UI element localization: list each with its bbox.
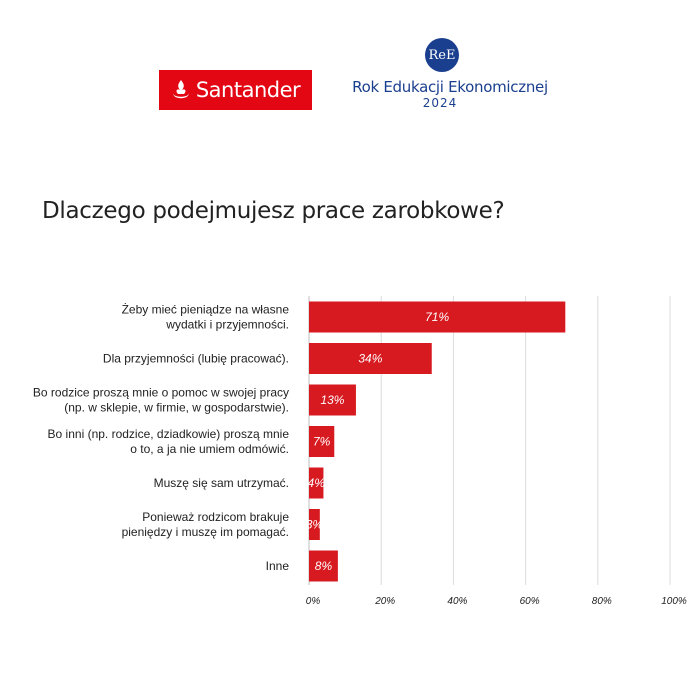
ree-logo: ReE Rok Edukacji Ekonomicznej 2024 <box>345 36 555 116</box>
bar <box>309 343 432 374</box>
x-tick-label: 20% <box>374 596 395 607</box>
category-label: wydatki i przyjemności. <box>165 318 289 332</box>
x-tick-label: 60% <box>520 596 540 607</box>
category-label: Bo inni (np. rodzice, dziadkowie) proszą… <box>48 427 290 441</box>
santander-logo: Santander <box>159 70 312 110</box>
bars: 71% 34% 13% 7% 4% 3% 8% <box>306 301 566 582</box>
ree-logo-name: Rok Edukacji Ekonomicznej <box>352 78 548 96</box>
santander-logo-text: Santander <box>195 78 301 102</box>
x-tick-label: 0% <box>306 596 321 607</box>
bar <box>309 509 320 540</box>
category-label: Muszę się sam utrzymać. <box>154 476 289 490</box>
bar <box>309 301 566 333</box>
bar-value-label: 4% <box>308 476 326 490</box>
category-label: Dla przyjemności (lubię pracować). <box>103 352 289 366</box>
bar <box>309 384 356 416</box>
category-label: Żeby mieć pieniądze na własne <box>122 303 290 317</box>
category-label: Bo rodzice proszą mnie o pomoc w swojej … <box>33 386 289 400</box>
bar <box>309 550 338 582</box>
chart-title: Dlaczego podejmujesz prace zarobkowe? <box>42 198 505 224</box>
bar-value-label: 34% <box>358 352 382 366</box>
bar-value-label: 71% <box>425 310 449 324</box>
bar <box>309 426 335 457</box>
category-label: pieniędzy i muszę im pomagać. <box>122 525 289 539</box>
category-label: Inne <box>266 559 290 573</box>
x-axis-ticks: 0% 20% 40% 60% 80% 100% <box>306 596 687 607</box>
x-tick-label: 100% <box>661 596 687 607</box>
bar-value-label: 8% <box>315 559 333 573</box>
bar-value-label: 7% <box>313 435 331 449</box>
ree-badge-text: ReE <box>428 47 456 63</box>
ree-logo-year: 2024 <box>422 96 458 110</box>
x-tick-label: 80% <box>592 596 612 607</box>
grid-lines <box>308 296 671 585</box>
santander-flame-icon <box>172 80 189 99</box>
bar-value-label: 3% <box>306 518 324 532</box>
ree-badge-icon: ReE <box>425 38 459 72</box>
bar-value-label: 13% <box>320 393 344 407</box>
category-label: (np. w sklepie, w firmie, w gospodarstwi… <box>64 401 289 415</box>
category-label: o to, a ja nie umiem odmówić. <box>130 442 289 456</box>
category-label: Ponieważ rodzicom brakuje <box>142 510 289 524</box>
x-tick-label: 40% <box>447 596 467 607</box>
bar <box>309 467 324 499</box>
